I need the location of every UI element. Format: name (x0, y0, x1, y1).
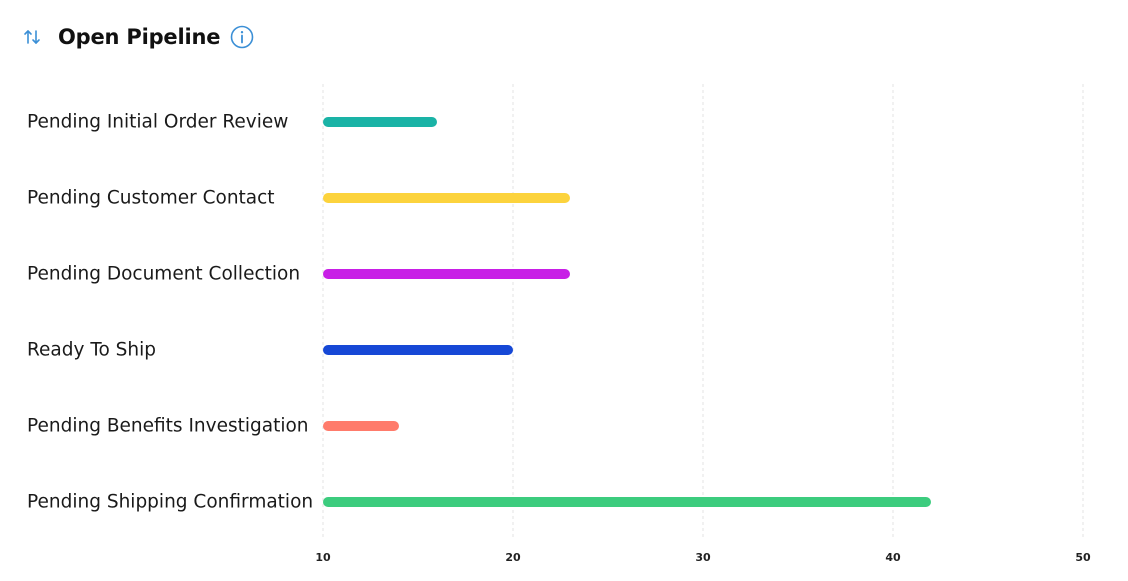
info-icon[interactable] (230, 25, 254, 49)
bar[interactable] (323, 497, 931, 507)
bar[interactable] (323, 117, 437, 127)
x-tick-label: 30 (695, 551, 711, 564)
category-label: Pending Initial Order Review (27, 112, 288, 133)
category-label: Pending Shipping Confirmation (27, 492, 313, 513)
category-label: Pending Document Collection (27, 264, 300, 285)
category-label: Pending Benefits Investigation (27, 416, 309, 437)
bar[interactable] (323, 421, 399, 431)
x-tick-label: 20 (505, 551, 521, 564)
bar[interactable] (323, 269, 570, 279)
category-label: Ready To Ship (27, 340, 156, 361)
x-tick-label: 50 (1075, 551, 1091, 564)
x-tick-label: 40 (885, 551, 901, 564)
chart-header: Open Pipeline (22, 21, 254, 53)
bar[interactable] (323, 345, 513, 355)
sort-arrows-icon[interactable] (22, 27, 42, 47)
bar[interactable] (323, 193, 570, 203)
category-label: Pending Customer Contact (27, 188, 275, 209)
chart-title: Open Pipeline (58, 25, 221, 49)
x-tick-label: 10 (315, 551, 331, 564)
